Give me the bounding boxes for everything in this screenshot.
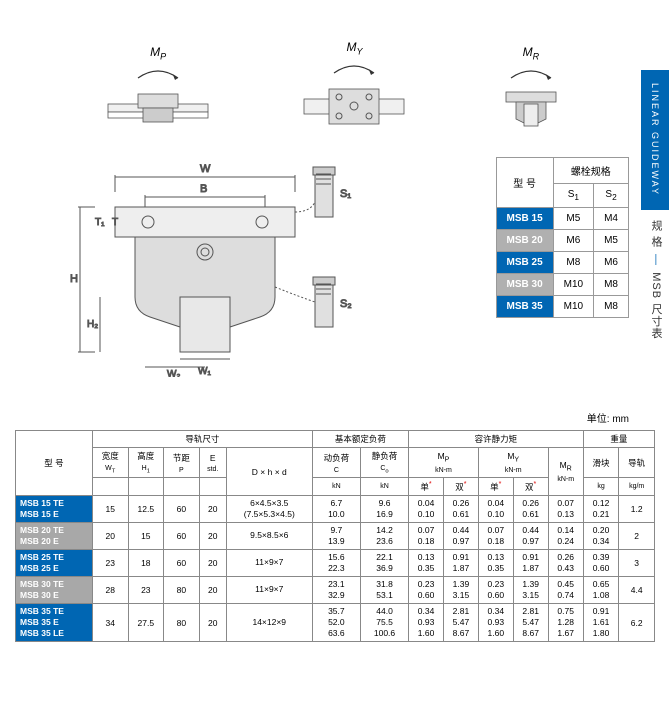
svg-text:S₁: S₁ bbox=[340, 188, 351, 200]
unit-label: 单位: mm bbox=[40, 410, 629, 425]
mid-section: W B H T₁ T H₂ W₂ W₁ S₁ bbox=[40, 157, 629, 380]
bolt-hdr-spec: 螺栓规格 bbox=[553, 158, 628, 184]
top-diagrams: MP MY MR bbox=[60, 40, 609, 137]
side-t2: MSB 尺寸表 bbox=[650, 272, 662, 339]
table-row: MSB 25 TEMSB 25 E 23186020 11×9×7 15.622… bbox=[16, 549, 655, 576]
side-t1: 规 格 bbox=[650, 220, 662, 248]
my-top-view bbox=[299, 79, 409, 134]
my-diagram: MY bbox=[299, 40, 409, 137]
bolt-spec-table: 型 号螺栓规格 S1S2 MSB 15M5M4MSB 20M6M5MSB 25M… bbox=[496, 157, 629, 318]
svg-text:T₁: T₁ bbox=[95, 217, 105, 228]
cross-section-diagram: W B H T₁ T H₂ W₂ W₁ S₁ bbox=[40, 157, 466, 380]
svg-text:H₂: H₂ bbox=[87, 319, 98, 330]
table-row: MSB 20 TEMSB 20 E 20156020 9.5×8.5×6 9.7… bbox=[16, 522, 655, 549]
mp-side-view bbox=[103, 84, 213, 129]
sidebar-text: 规 格 — MSB 尺寸表 bbox=[648, 220, 664, 339]
mr-diagram: MR bbox=[496, 45, 566, 132]
bolt-hdr-model: 型 号 bbox=[496, 158, 553, 208]
table-row: MSB 15 TEMSB 15 E 1512.56020 6×4.5×3.5(7… bbox=[16, 495, 655, 522]
table-row: MSB 35 TEMSB 35 EMSB 35 LE 3427.58020 14… bbox=[16, 603, 655, 641]
sidebar-tab: LINEAR GUIDEWAY bbox=[641, 70, 669, 210]
svg-text:H: H bbox=[70, 273, 78, 285]
side-sep: — bbox=[650, 254, 662, 266]
svg-text:W₁: W₁ bbox=[198, 366, 211, 377]
bolt-row: MSB 35M10M8 bbox=[496, 296, 628, 318]
mp-diagram: MP bbox=[103, 45, 213, 132]
bolt-row: MSB 25M8M6 bbox=[496, 252, 628, 274]
svg-text:T: T bbox=[112, 217, 118, 228]
table-row: MSB 30 TEMSB 30 E 28238020 11×9×7 23.132… bbox=[16, 576, 655, 603]
svg-text:W₂: W₂ bbox=[167, 369, 180, 377]
bolt-row: MSB 15M5M4 bbox=[496, 208, 628, 230]
bolt-row: MSB 20M6M5 bbox=[496, 230, 628, 252]
svg-text:W: W bbox=[200, 163, 211, 175]
main-spec-table: 型 号 导轨尺寸 基本额定负荷 容许静力矩 重量 宽度WT 高度H1 节距P E… bbox=[15, 430, 655, 642]
mr-front-view bbox=[496, 84, 566, 129]
svg-text:S₂: S₂ bbox=[340, 298, 352, 310]
bolt-row: MSB 30M10M8 bbox=[496, 274, 628, 296]
svg-text:B: B bbox=[200, 183, 207, 195]
